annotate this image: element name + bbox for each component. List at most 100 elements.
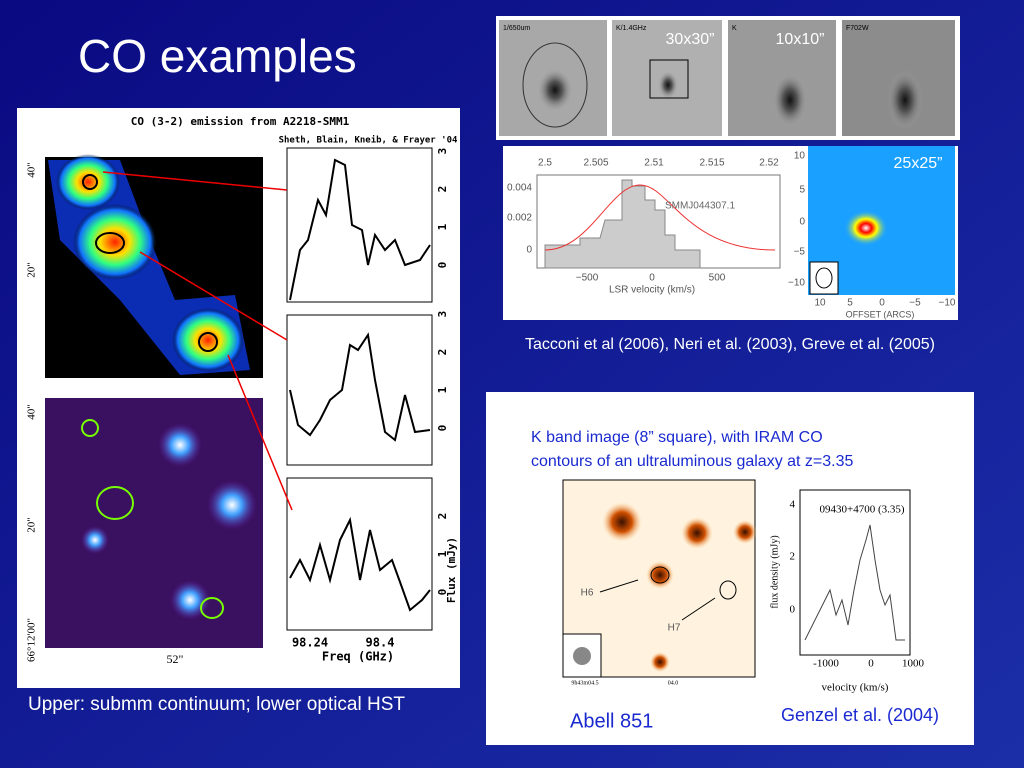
contour: [95, 232, 125, 254]
arrow: [681, 597, 716, 621]
x-tick: 0: [879, 298, 885, 309]
flux-tick: 0: [436, 589, 449, 596]
galaxy: [772, 72, 808, 128]
cluster-label: Abell 851: [570, 710, 653, 732]
connector: [102, 171, 288, 191]
galaxy: [207, 480, 257, 530]
galaxy: [658, 71, 678, 99]
dec-label: 40": [26, 162, 38, 178]
galaxy: [646, 561, 674, 589]
box-text: K band image (8” square), with IRAM CO: [531, 429, 823, 446]
y-tick: 4: [790, 499, 796, 511]
x-tick: −5: [909, 298, 921, 309]
galaxy: [887, 70, 923, 130]
spectrum-figure: SMMJ044307.1 LSR velocity (km/s) 25x25” …: [503, 146, 958, 320]
galaxy: [733, 520, 757, 544]
galaxy: [602, 502, 642, 542]
flux-tick: 1: [436, 386, 449, 393]
x-tick: 5: [847, 298, 853, 309]
reference: Genzel et al. (2004): [781, 705, 939, 725]
contour: [96, 486, 134, 520]
band-label: F702W: [846, 25, 869, 32]
beam: [573, 647, 591, 665]
galaxy: [170, 580, 210, 620]
contour: [719, 580, 737, 600]
flux-tick: 0: [436, 262, 449, 269]
zoom-box: [649, 59, 689, 99]
dec-label: 20": [26, 517, 38, 533]
connector: [139, 251, 288, 341]
source-name: SMMJ044307.1: [665, 201, 735, 212]
x-label: LSR velocity (km/s): [609, 285, 695, 296]
y-tick: 2: [790, 551, 796, 563]
x-tick: 10: [814, 298, 826, 309]
spectrum-panel: [286, 477, 433, 631]
spectrum-panel: [286, 314, 433, 466]
galaxy: [681, 517, 713, 549]
contour: [81, 419, 99, 437]
spectrum-line: [804, 524, 905, 641]
freq-tick: 98.24: [292, 636, 328, 650]
flux-tick: 1: [436, 550, 449, 557]
band-label: 1/650um: [503, 25, 530, 32]
image-label: H7: [668, 623, 681, 634]
y-label: Flux (mJy): [445, 537, 458, 603]
x-label: OFFSET (ARCS): [846, 309, 915, 319]
y-tick: 0: [526, 245, 532, 256]
box-text: contours of an ultraluminous galaxy at z…: [531, 453, 854, 470]
y-tick: 0.004: [507, 183, 532, 194]
spectrum-line: [289, 516, 431, 612]
y-tick: 5: [799, 185, 805, 196]
image-label: H6: [581, 588, 594, 599]
arrow: [599, 579, 639, 593]
x-label: Freq (GHz): [322, 650, 394, 664]
galaxy: [537, 68, 573, 112]
top-tick: 2.51: [644, 158, 664, 169]
spectrum-panel: [286, 147, 433, 303]
map-source: [56, 154, 120, 210]
galaxy: [158, 423, 202, 467]
left-figure: CO (3-2) emission from A2218-SMM1 Sheth,…: [17, 108, 460, 688]
galaxy: [81, 526, 109, 554]
y-tick: 0.002: [507, 213, 532, 224]
slide-title: CO examples: [78, 30, 357, 82]
ra-label: 04.0: [668, 680, 679, 686]
y-tick: −5: [794, 247, 806, 258]
x-tick: 0: [649, 273, 655, 284]
flux-tick: 2: [436, 186, 449, 193]
contour: [650, 566, 670, 584]
flux-tick: 0: [436, 425, 449, 432]
top-tick: 2.515: [699, 158, 724, 169]
contour: [522, 42, 588, 128]
flux-tick: 2: [436, 513, 449, 520]
flux-tick: 3: [436, 148, 449, 155]
top-tick: 2.52: [759, 158, 779, 169]
spectrum-line: [289, 158, 431, 301]
top-strip: 1/650um K/1.4GHz K F702W 30x30” 10x10”: [496, 16, 960, 140]
band-label: K: [732, 25, 737, 32]
map-source: [844, 210, 888, 246]
flux-tick: 2: [436, 349, 449, 356]
contour: [82, 174, 98, 190]
dec-label: 66°12'00": [26, 618, 38, 662]
figure-title: CO (3-2) emission from A2218-SMM1: [131, 115, 350, 128]
beam-box: [809, 261, 839, 295]
gaussian-fit: [544, 184, 776, 251]
map-source: [172, 308, 244, 372]
map-source: [73, 204, 157, 280]
left-caption: Upper: submm continuum; lower optical HS…: [28, 694, 405, 715]
y-tick: 0: [799, 217, 805, 228]
x-tick: −500: [576, 273, 599, 284]
contour: [200, 597, 224, 619]
flux-tick: 3: [436, 311, 449, 318]
contour: [198, 332, 218, 352]
y-label: flux density (mJy): [769, 535, 780, 608]
figure-authors: Sheth, Blain, Kneib, & Frayer '04: [279, 135, 458, 146]
x-tick: -1000: [813, 658, 839, 670]
galaxy: [650, 652, 670, 672]
x-tick: 0: [868, 658, 874, 670]
y-tick: −10: [788, 278, 805, 289]
x-tick: −10: [939, 298, 956, 309]
freq-tick: 98.4: [366, 636, 395, 650]
